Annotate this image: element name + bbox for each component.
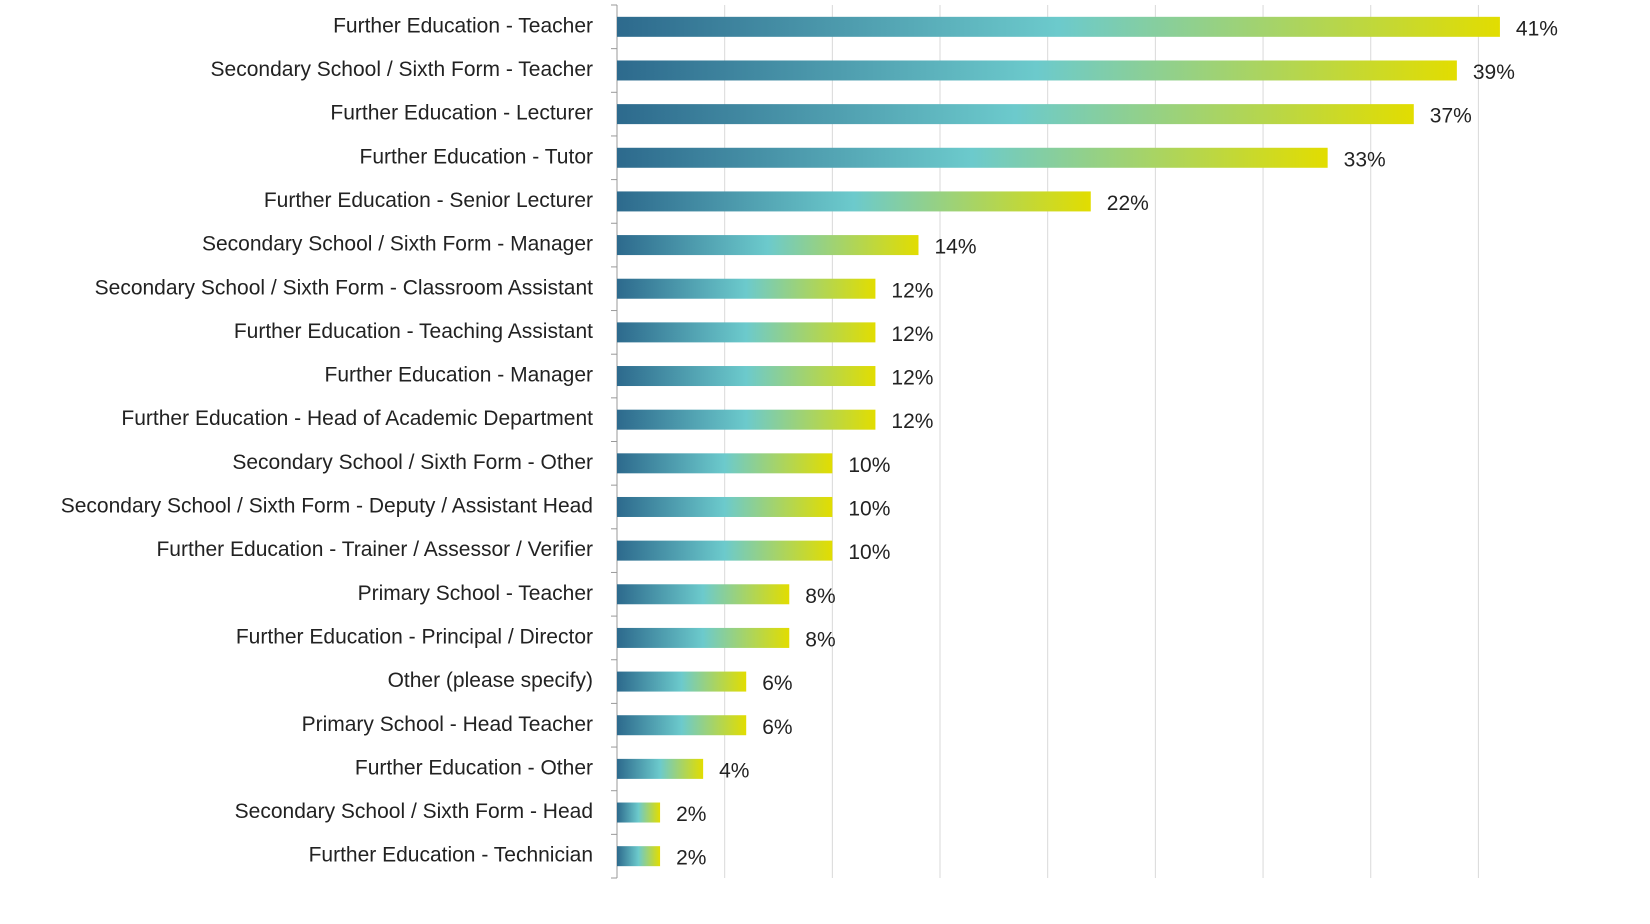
data-label: 6% — [762, 716, 792, 739]
bar — [617, 278, 876, 299]
bar — [617, 627, 790, 648]
data-label: 10% — [848, 541, 890, 564]
data-label: 2% — [676, 803, 706, 826]
category-label: Further Education - Manager — [325, 364, 593, 387]
bar — [617, 322, 876, 343]
category-label: Further Education - Teacher — [333, 14, 593, 37]
category-label: Further Education - Technician — [309, 844, 593, 867]
bar — [617, 671, 747, 692]
data-label: 8% — [805, 628, 835, 651]
data-label: 22% — [1107, 192, 1149, 215]
bar — [617, 147, 1328, 168]
data-label: 12% — [891, 279, 933, 302]
bar — [617, 846, 661, 867]
data-label: 12% — [891, 367, 933, 390]
category-label: Further Education - Lecturer — [330, 102, 593, 125]
bar — [617, 60, 1457, 81]
data-label: 37% — [1430, 105, 1472, 128]
category-label: Secondary School / Sixth Form - Classroo… — [95, 276, 594, 299]
category-label: Secondary School / Sixth Form - Other — [232, 451, 593, 474]
category-label: Secondary School / Sixth Form - Head — [235, 800, 593, 823]
category-label: Further Education - Tutor — [360, 145, 593, 168]
data-label: 2% — [676, 847, 706, 870]
bar — [617, 409, 876, 430]
bar — [617, 16, 1500, 37]
category-label: Secondary School / Sixth Form - Manager — [202, 233, 593, 256]
category-label: Primary School - Head Teacher — [302, 713, 593, 736]
data-label: 12% — [891, 410, 933, 433]
data-label: 14% — [934, 236, 976, 259]
category-label: Secondary School / Sixth Form - Teacher — [211, 58, 593, 81]
category-label: Secondary School / Sixth Form - Deputy /… — [61, 495, 593, 518]
bar — [617, 802, 661, 823]
bar — [617, 235, 919, 256]
data-label: 41% — [1516, 17, 1558, 40]
bar — [617, 758, 704, 779]
category-label: Primary School - Teacher — [358, 582, 593, 605]
data-label: 39% — [1473, 61, 1515, 84]
category-label: Further Education - Trainer / Assessor /… — [156, 538, 593, 561]
data-label: 10% — [848, 454, 890, 477]
category-label: Further Education - Head of Academic Dep… — [121, 407, 593, 430]
data-label: 4% — [719, 759, 749, 782]
bar — [617, 104, 1414, 125]
bar — [617, 715, 747, 736]
bar — [617, 453, 833, 474]
category-label: Further Education - Other — [355, 756, 593, 779]
category-label: Further Education - Senior Lecturer — [264, 189, 593, 212]
category-label: Other (please specify) — [388, 669, 593, 692]
category-label: Further Education - Principal / Director — [236, 625, 593, 648]
bar — [617, 496, 833, 517]
data-label: 33% — [1344, 148, 1386, 171]
bar — [617, 191, 1091, 212]
data-label: 6% — [762, 672, 792, 695]
bar — [617, 584, 790, 605]
bar — [617, 366, 876, 387]
data-label: 10% — [848, 498, 890, 521]
category-label: Further Education - Teaching Assistant — [234, 320, 593, 343]
data-label: 12% — [891, 323, 933, 346]
data-label: 8% — [805, 585, 835, 608]
bar — [617, 540, 833, 561]
